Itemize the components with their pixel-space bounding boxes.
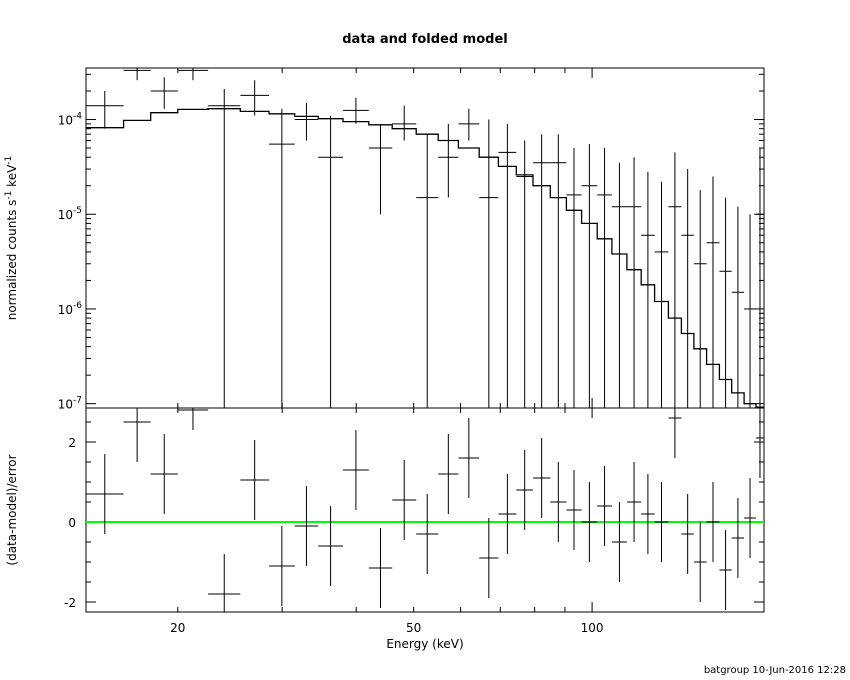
y-tick-mantissa: 10 [58,398,73,412]
ylabel-unit: keV [5,164,19,191]
bottom-y-tick-labels: -2 0 2 [64,436,76,610]
bottom-panel-frame [85,407,765,613]
y-tick-label: 10-7 [58,396,82,412]
y-tick-exponent: -5 [73,206,82,216]
y-tick-exponent: -7 [73,396,82,406]
x-tick-label: 50 [406,621,421,635]
ylabel-exp1: -1 [4,191,14,200]
y-tick-mantissa: 10 [58,303,73,317]
y-tick-exponent: -6 [73,301,82,311]
ylabel-main: normalized counts s [5,200,19,321]
y-tick-label: 10-5 [58,206,82,222]
y-tick-label: 10-6 [58,301,83,317]
x-tick-label: 20 [170,621,185,635]
top-panel-frame [85,67,765,409]
y-tick-exponent: -4 [73,112,82,122]
top-panel-ticks [86,68,764,409]
chart-title: data and folded model [342,32,508,47]
y-tick-label: -2 [64,596,76,610]
top-y-tick-labels: 10-410-510-610-7 [58,112,83,412]
bottom-y-axis-label: (data-model)/error [5,454,19,565]
top-y-axis-label: normalized counts s-1 keV-1 [4,156,19,321]
y-tick-label: 2 [68,436,76,450]
data-points [86,68,764,408]
x-tick-label: 100 [581,621,604,635]
bottom-panel-ticks [86,408,764,612]
y-tick-mantissa: 10 [58,208,73,222]
y-tick-label: 0 [68,516,76,530]
residual-points [86,408,764,612]
folded-model-step-line [86,108,764,408]
x-axis-label: Energy (keV) [386,637,463,651]
model-step-path [86,108,764,408]
ylabel-exp2: -1 [4,156,14,165]
footer-stamp: batgroup 10-Jun-2016 12:28 [704,665,846,676]
y-tick-label: 10-4 [58,112,83,128]
x-tick-labels: 20 50 100 [170,621,603,635]
y-tick-mantissa: 10 [58,114,73,128]
